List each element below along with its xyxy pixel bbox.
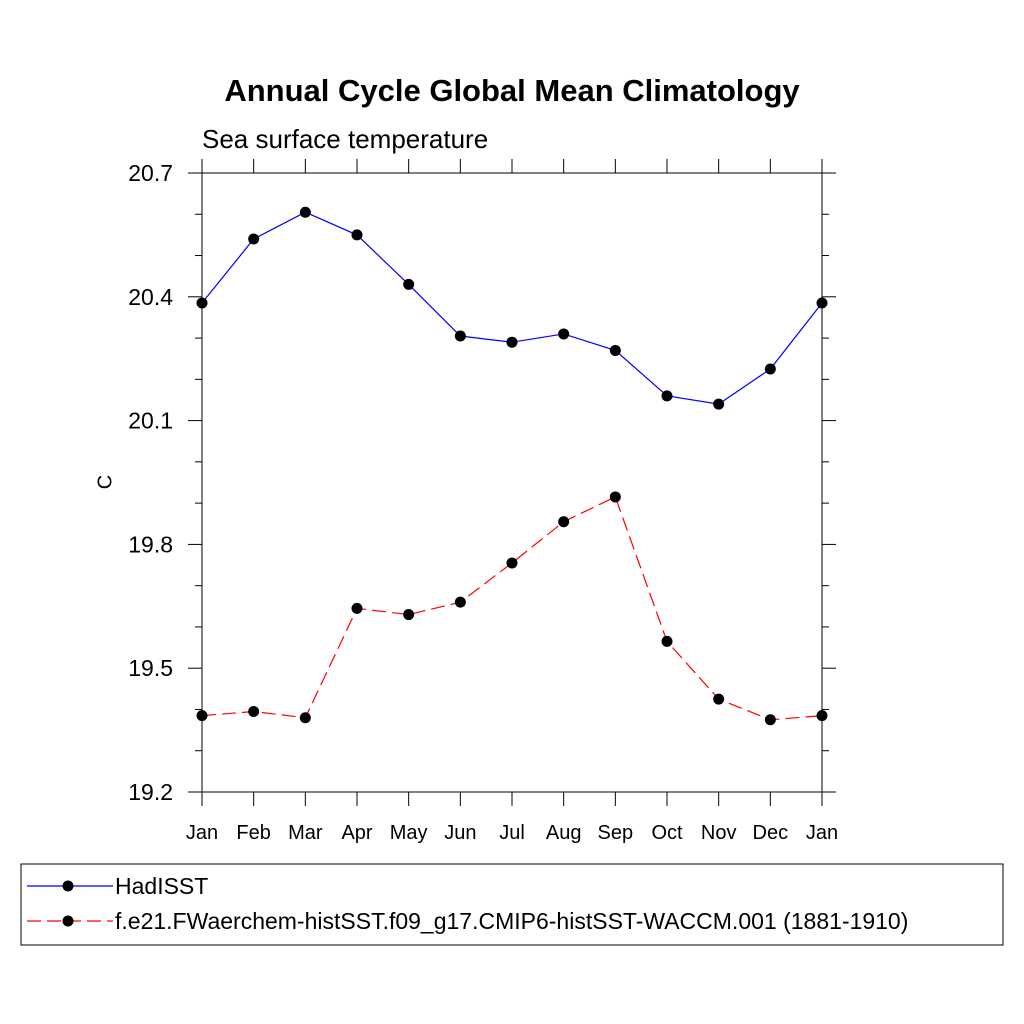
series-2-point [351,602,363,614]
legend-marker-1 [62,880,74,892]
series-line-1 [201,211,823,405]
legend-box [20,863,1004,946]
plot-frame [201,172,823,793]
series-2-point [454,596,466,608]
series-2-point [661,635,673,647]
series-1-point [403,278,415,290]
series-2-point [299,712,311,724]
series-2-point [609,491,621,503]
x-tick-label: Jul [499,822,525,844]
x-tick-label: Nov [701,822,737,844]
series-1-point [764,363,776,375]
series-1-point [299,206,311,218]
series-1-point [661,390,673,402]
x-tick-label: Jan [186,822,218,844]
series-1-point [248,233,260,245]
series-2-point [816,710,828,722]
x-tick-label: Feb [236,822,270,844]
x-tick-label: Mar [288,822,323,844]
series-2-point [713,693,725,705]
legend-label-1: HadISST [115,873,208,899]
series-1-point [506,336,518,348]
series-1-point [351,229,363,241]
y-tick-label: 20.7 [128,160,173,186]
y-tick-label: 20.1 [128,408,173,434]
series-2-point [196,710,208,722]
legend: HadISST f.e21.FWaerchem-histSST.f09_g17.C… [27,873,908,934]
x-tick-label: Jun [444,822,476,844]
series-1-point [558,328,570,340]
y-tick-label: 19.2 [128,779,173,805]
series-1-point [196,297,208,309]
series-1-point [713,398,725,410]
series-2-point [403,609,415,621]
x-tick-label: Apr [341,822,372,844]
y-tick-label: 20.4 [128,284,173,310]
y-tick-label: 19.8 [128,531,173,557]
y-tick-label: 19.5 [128,655,173,681]
series-1-point [454,330,466,342]
series-1-point [816,297,828,309]
x-ticks: Jan Feb Mar Apr May Jun Jul Aug Sep Oct Nov Dec Jan [186,159,838,844]
x-tick-label: Aug [546,822,582,844]
y-ticks: 20.7 20.4 20.1 19.8 19.5 19.2 [128,160,836,805]
x-tick-label: Oct [651,822,683,844]
x-tick-label: Sep [598,822,634,844]
legend-marker-2 [62,915,74,927]
series-1-point [609,344,621,356]
series-layer [196,206,828,726]
y-axis-label: C [94,475,116,489]
chart-title: Annual Cycle Global Mean Climatology [224,73,800,108]
series-line-2 [201,496,823,721]
series-2-point [248,706,260,718]
x-tick-label: May [390,822,428,844]
series-2-point [764,714,776,726]
series-2-point [558,516,570,528]
x-tick-label: Jan [806,822,838,844]
x-tick-label: Dec [753,822,789,844]
chart-subtitle: Sea surface temperature [202,124,488,154]
legend-label-2: f.e21.FWaerchem-histSST.f09_g17.CMIP6-hi… [115,908,908,934]
series-2-point [506,557,518,569]
